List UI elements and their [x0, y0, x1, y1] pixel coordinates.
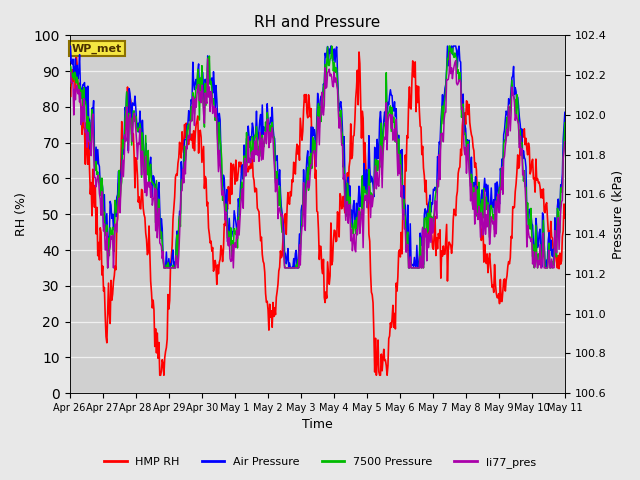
7500 Pressure — [561, 120, 569, 126]
Air Pressure — [161, 265, 168, 271]
li77_pres — [397, 194, 405, 200]
HMP RH — [561, 215, 569, 221]
Air Pressure — [440, 95, 448, 101]
li77_pres — [561, 139, 569, 144]
li77_pres — [358, 207, 366, 213]
Line: HMP RH: HMP RH — [70, 52, 565, 375]
HMP RH — [355, 49, 363, 55]
7500 Pressure — [440, 100, 448, 106]
Air Pressure — [154, 187, 162, 193]
Line: li77_pres: li77_pres — [70, 53, 565, 268]
Air Pressure — [67, 43, 74, 49]
HMP RH — [156, 372, 164, 378]
Air Pressure — [291, 251, 299, 256]
Line: Air Pressure: Air Pressure — [70, 46, 565, 268]
Air Pressure — [359, 204, 367, 210]
7500 Pressure — [398, 173, 406, 179]
Text: WP_met: WP_met — [72, 43, 122, 54]
7500 Pressure — [328, 43, 335, 49]
Air Pressure — [398, 147, 406, 153]
HMP RH — [359, 115, 367, 121]
HMP RH — [440, 252, 448, 257]
7500 Pressure — [194, 66, 202, 72]
Line: 7500 Pressure: 7500 Pressure — [70, 46, 565, 268]
Title: RH and Pressure: RH and Pressure — [254, 15, 380, 30]
li77_pres — [194, 85, 202, 91]
Y-axis label: Pressure (kPa): Pressure (kPa) — [612, 169, 625, 259]
7500 Pressure — [66, 84, 74, 89]
li77_pres — [154, 215, 162, 221]
7500 Pressure — [154, 205, 162, 211]
HMP RH — [66, 74, 74, 80]
Air Pressure — [561, 109, 569, 115]
Y-axis label: RH (%): RH (%) — [15, 192, 28, 236]
X-axis label: Time: Time — [302, 419, 333, 432]
li77_pres — [66, 80, 74, 86]
HMP RH — [398, 251, 406, 257]
Air Pressure — [66, 58, 74, 63]
7500 Pressure — [359, 219, 367, 225]
li77_pres — [291, 265, 298, 271]
li77_pres — [440, 139, 447, 144]
li77_pres — [104, 265, 111, 271]
li77_pres — [446, 50, 454, 56]
HMP RH — [291, 164, 298, 169]
Legend: HMP RH, Air Pressure, 7500 Pressure, li77_pres: HMP RH, Air Pressure, 7500 Pressure, li7… — [100, 452, 540, 472]
HMP RH — [154, 330, 161, 336]
Air Pressure — [195, 61, 202, 67]
7500 Pressure — [104, 265, 111, 271]
7500 Pressure — [291, 265, 298, 271]
HMP RH — [194, 113, 202, 119]
